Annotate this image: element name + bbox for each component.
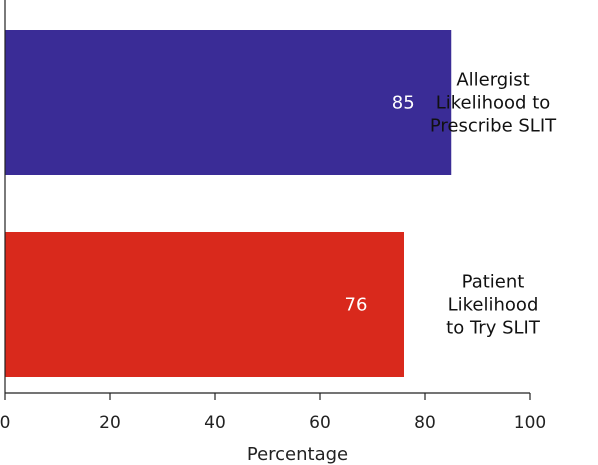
bars-group: [5, 30, 452, 377]
x-tick-label: 40: [204, 413, 226, 433]
x-ticks-group: 0 20 40 60 80 100: [0, 393, 546, 433]
x-tick-label: 100: [514, 413, 546, 433]
bar-1: [5, 30, 452, 175]
category-label-1: Allergist Likelihood to Prescribe SLIT: [430, 70, 557, 137]
category-label-2: Patient Likelihood to Try SLIT: [446, 272, 541, 339]
category-labels-group: Allergist Likelihood to Prescribe SLIT Pati…: [430, 70, 557, 339]
category-label-line: Allergist: [456, 70, 529, 91]
category-label-line: Likelihood to: [436, 93, 551, 114]
value-labels-group: 85 76: [345, 93, 415, 316]
category-label-line: to Try SLIT: [446, 318, 541, 339]
x-tick-label: 80: [414, 413, 436, 433]
category-label-line: Likelihood: [448, 295, 539, 316]
category-label-line: Prescribe SLIT: [430, 116, 557, 137]
category-label-line: Patient: [462, 272, 525, 293]
x-tick-label: 0: [0, 413, 10, 433]
x-tick-label: 20: [99, 413, 121, 433]
bar-value-label-2: 76: [345, 295, 368, 316]
x-tick-label: 60: [309, 413, 331, 433]
x-axis-label: Percentage: [247, 444, 348, 465]
bar-2: [5, 232, 404, 377]
bar-value-label-1: 85: [392, 93, 415, 114]
